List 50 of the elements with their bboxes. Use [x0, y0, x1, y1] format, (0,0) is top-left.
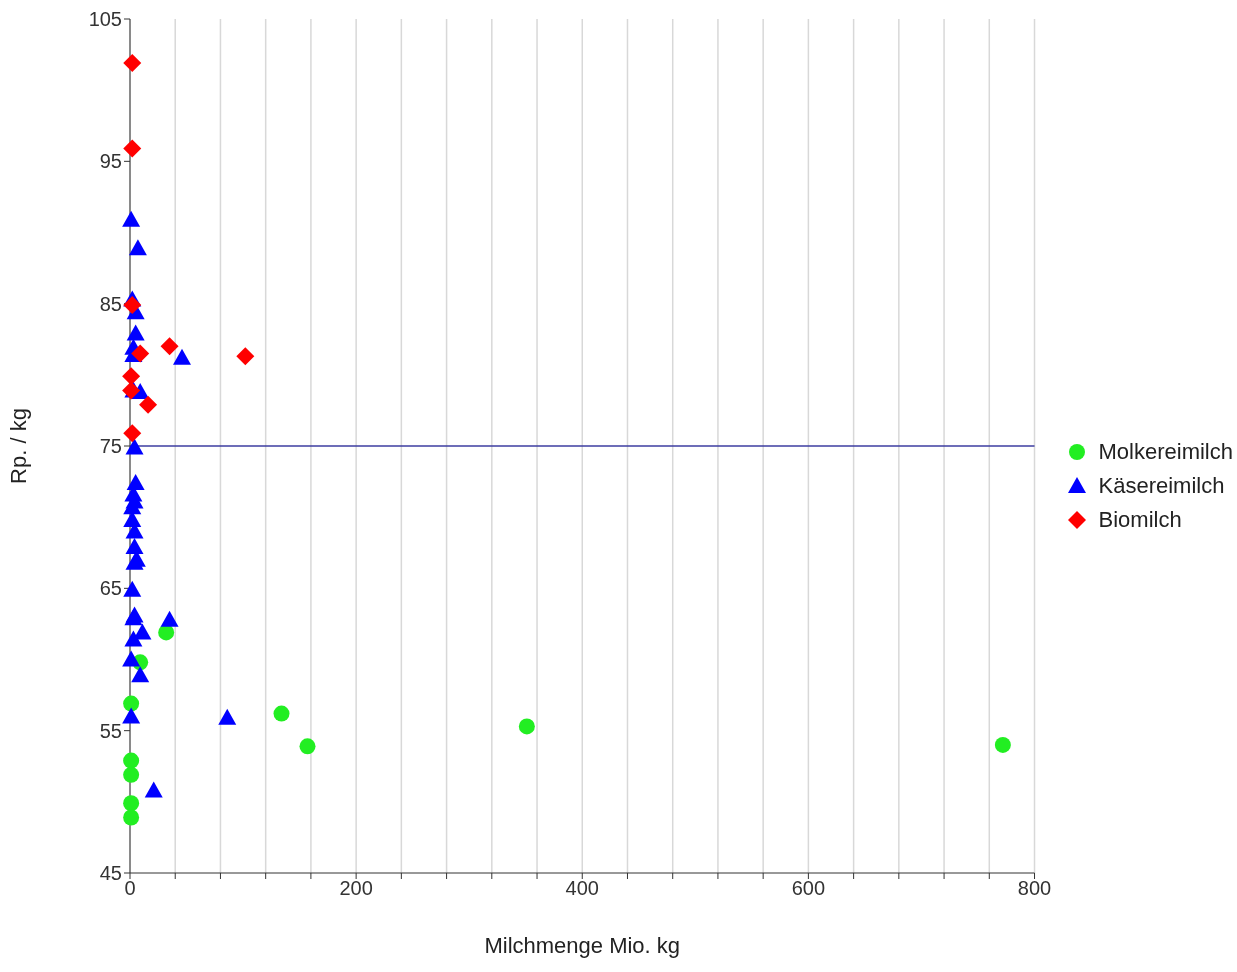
point	[123, 296, 142, 315]
y-tick-label: 105	[88, 8, 122, 31]
point	[123, 809, 140, 826]
point	[173, 348, 192, 365]
y-tick-label: 65	[99, 577, 122, 600]
point	[128, 239, 147, 256]
point	[123, 766, 140, 783]
point	[125, 538, 144, 555]
point	[124, 630, 143, 647]
x-axis-title: Milchmenge Mio. kg	[484, 933, 681, 958]
point	[123, 139, 142, 158]
point	[123, 795, 140, 812]
y-tick-label: 95	[99, 150, 122, 173]
point	[123, 752, 140, 769]
point	[122, 650, 141, 667]
x-tick-label: 200	[339, 877, 373, 900]
point	[160, 610, 179, 627]
y-tick-label: 75	[99, 435, 122, 458]
legend-label: Biomilch	[1098, 506, 1182, 533]
point	[122, 367, 141, 386]
point	[299, 738, 316, 755]
point	[236, 347, 255, 366]
y-tick-label: 45	[99, 862, 122, 885]
point	[125, 438, 144, 455]
point	[131, 344, 150, 363]
point	[123, 580, 142, 597]
legend-label: Molkereimilch	[1098, 438, 1233, 465]
point	[144, 781, 163, 798]
point	[126, 324, 145, 341]
point	[218, 708, 237, 725]
y-tick-label: 55	[99, 719, 122, 742]
point	[994, 736, 1011, 753]
point	[131, 666, 150, 683]
point	[518, 718, 535, 735]
y-axis-title: Rp. / kg	[5, 408, 31, 484]
point	[160, 337, 179, 356]
point	[273, 705, 290, 722]
x-tick-label: 600	[791, 877, 826, 900]
point	[123, 695, 140, 712]
point	[122, 210, 141, 227]
point	[122, 707, 141, 724]
point	[123, 424, 142, 443]
point	[126, 474, 145, 491]
legend-label: Käsereimilch	[1098, 472, 1225, 499]
y-tick-label: 85	[99, 292, 122, 315]
point	[139, 395, 158, 414]
x-tick-label: 400	[565, 877, 599, 900]
point	[123, 54, 142, 73]
x-tick-label: 800	[1017, 877, 1052, 900]
x-tick-label: 0	[124, 877, 136, 900]
